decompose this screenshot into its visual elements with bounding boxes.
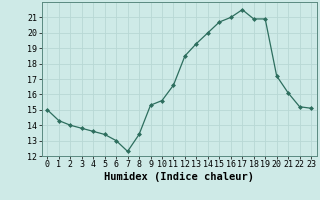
- X-axis label: Humidex (Indice chaleur): Humidex (Indice chaleur): [104, 172, 254, 182]
